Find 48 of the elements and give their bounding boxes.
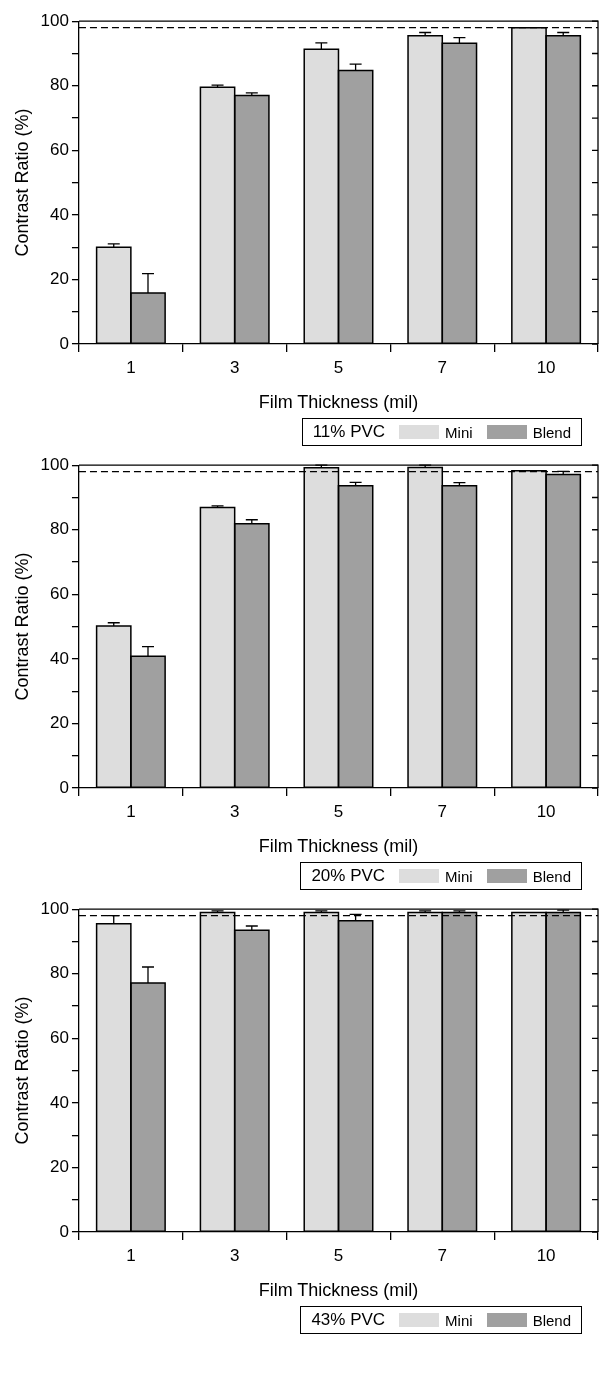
x-tick-label: 7 bbox=[437, 1245, 448, 1265]
y-tick-label: 20 bbox=[50, 713, 69, 733]
y-tick-label: 40 bbox=[50, 648, 69, 668]
y-axis-title: Contrast Ratio (%) bbox=[11, 996, 32, 1145]
y-tick-label: 0 bbox=[59, 333, 69, 353]
y-tick-label: 60 bbox=[50, 1028, 69, 1048]
x-tick-label: 1 bbox=[126, 1245, 136, 1265]
legend-label: Mini bbox=[445, 1311, 473, 1329]
y-tick-label: 80 bbox=[50, 519, 69, 539]
y-tick-label: 100 bbox=[40, 898, 69, 918]
legend-title: 20% PVC bbox=[311, 866, 386, 886]
x-tick-label: 5 bbox=[333, 1245, 344, 1265]
y-tick-label: 0 bbox=[59, 1221, 69, 1241]
x-tick-label: 10 bbox=[536, 1245, 556, 1265]
y-tick-label: 60 bbox=[50, 584, 69, 604]
legend-title: 11% PVC bbox=[312, 422, 386, 442]
legend-label: Blend bbox=[532, 867, 571, 885]
x-tick-label: 3 bbox=[229, 1245, 240, 1265]
x-tick-label: 1 bbox=[126, 801, 136, 821]
x-tick-label: 5 bbox=[333, 801, 344, 821]
x-tick-label: 10 bbox=[536, 357, 556, 377]
y-tick-label: 20 bbox=[50, 269, 69, 289]
x-tick-label: 3 bbox=[229, 801, 240, 821]
x-tick-label: 1 bbox=[126, 357, 136, 377]
y-axis-title: Contrast Ratio (%) bbox=[11, 108, 32, 257]
legend-label: Blend bbox=[532, 423, 571, 441]
y-tick-label: 40 bbox=[50, 1092, 69, 1112]
y-tick-label: 0 bbox=[59, 777, 69, 797]
y-tick-label: 80 bbox=[50, 963, 69, 983]
legend-title: 43% PVC bbox=[311, 1310, 386, 1330]
x-tick-label: 7 bbox=[437, 801, 448, 821]
x-axis-title: Film Thickness (mil) bbox=[258, 392, 419, 413]
y-tick-label: 100 bbox=[40, 454, 69, 474]
y-tick-label: 40 bbox=[50, 204, 69, 224]
y-tick-label: 60 bbox=[50, 140, 69, 160]
x-axis-title: Film Thickness (mil) bbox=[258, 836, 419, 857]
legend-label: Blend bbox=[532, 1311, 571, 1329]
y-axis-title: Contrast Ratio (%) bbox=[11, 552, 32, 701]
x-axis-title: Film Thickness (mil) bbox=[258, 1280, 419, 1301]
legend-label: Mini bbox=[445, 423, 473, 441]
y-tick-label: 100 bbox=[40, 10, 69, 30]
y-tick-label: 20 bbox=[50, 1157, 69, 1177]
x-tick-label: 5 bbox=[333, 357, 344, 377]
legend-label: Mini bbox=[445, 867, 473, 885]
x-tick-label: 10 bbox=[536, 801, 556, 821]
x-tick-label: 3 bbox=[229, 357, 240, 377]
y-tick-label: 80 bbox=[50, 75, 69, 95]
x-tick-label: 7 bbox=[437, 357, 448, 377]
